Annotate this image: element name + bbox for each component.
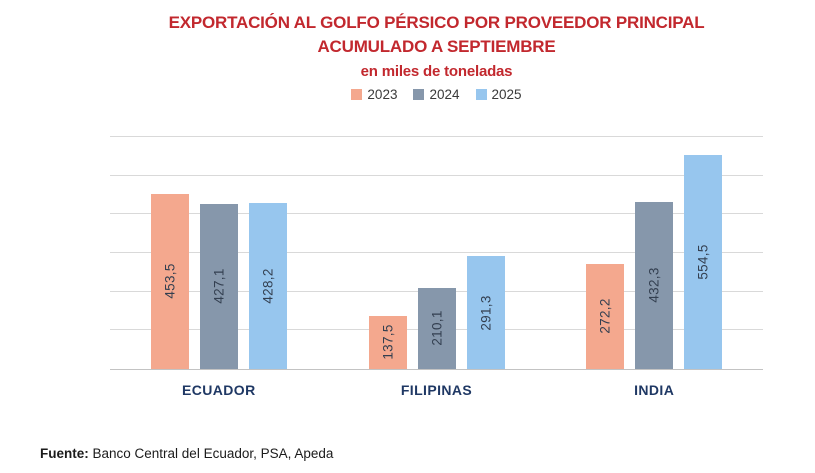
chart-title-line1: EXPORTACIÓN AL GOLFO PÉRSICO POR PROVEED… [168,13,705,32]
bar-2023-india: 272,2 [586,263,625,369]
gridline-300 [110,252,763,253]
chart-title-line2: ACUMULADO A SEPTIEMBRE [317,37,556,56]
bar-2024-filipinas: 210,1 [417,287,456,369]
bar-value-label: 427,1 [211,268,227,305]
x-axis-label-filipinas: FILIPINAS [400,382,473,398]
x-axis-label-india: INDIA [634,382,675,398]
x-axis-labels: ECUADOR FILIPINAS INDIA [110,382,763,398]
gridline-600 [110,136,763,137]
legend-item-2025: 2025 [475,87,522,102]
source-note: Fuente: Banco Central del Ecuador, PSA, … [40,446,333,461]
legend-item-2023: 2023 [351,87,397,102]
legend-swatch-2023 [351,89,363,100]
bar-groups: 453,5 427,1 428,2 137,5 210,1 291,3 272,2 432,3… [110,138,763,369]
bar-2024-ecuador: 427,1 [199,203,238,369]
legend-item-2024: 2024 [413,87,460,102]
bar-2023-filipinas: 137,5 [368,315,407,369]
bar-value-label: 554,5 [695,244,711,280]
bar-2023-ecuador: 453,5 [150,193,189,369]
bar-2025-ecuador: 428,2 [248,203,287,369]
bar-2025-filipinas: 291,3 [466,256,505,369]
bar-value-label: 453,5 [162,263,178,299]
bar-group-filipinas: 137,5 210,1 291,3 [328,138,546,369]
bar-value-label: 428,2 [260,268,276,304]
bar-value-label: 432,3 [646,267,662,304]
legend-swatch-2025 [475,89,487,100]
gridline-500 [110,174,763,176]
bar-group-india: 272,2 432,3 554,5 [545,138,763,369]
chart-legend: 2023 2024 2025 [110,87,763,102]
gridline-400 [110,213,763,215]
source-note-text: Banco Central del Ecuador, PSA, Apeda [88,446,334,461]
bar-value-label: 272,2 [597,298,613,335]
bar-value-label: 210,1 [429,310,444,347]
source-note-prefix: Fuente: [40,446,89,461]
bar-group-ecuador: 453,5 427,1 428,2 [110,138,328,369]
bar-2025-india: 554,5 [684,154,723,369]
chart-subtitle-units: en miles de toneladas [360,63,513,80]
legend-label-2025: 2025 [491,87,522,102]
legend-swatch-2024 [413,89,425,100]
x-axis-label-ecuador: ECUADOR [182,382,256,398]
chart-title-block: EXPORTACIÓN AL GOLFO PÉRSICO POR PROVEED… [110,11,763,83]
plot-area: 453,5 427,1 428,2 137,5 210,1 291,3 272,2 432,3… [110,136,763,370]
legend-label-2023: 2023 [367,87,398,102]
bar-2024-india: 432,3 [635,201,674,369]
bar-value-label: 137,5 [380,324,395,361]
legend-label-2024: 2024 [429,87,460,102]
bar-value-label: 291,3 [478,295,493,331]
